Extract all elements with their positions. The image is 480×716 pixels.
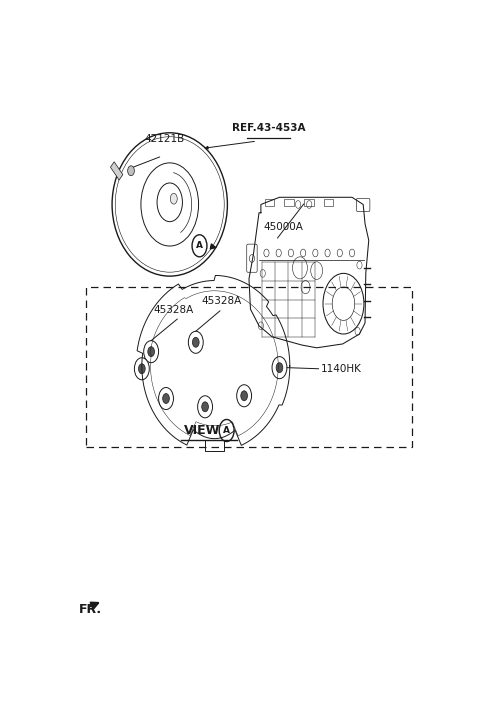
Circle shape (163, 394, 169, 404)
Text: 45000A: 45000A (263, 222, 303, 232)
Circle shape (237, 384, 252, 407)
Bar (324, 200, 334, 206)
Text: 1140HK: 1140HK (321, 364, 361, 374)
Circle shape (144, 341, 158, 363)
Bar (86, 287, 411, 447)
Circle shape (276, 363, 283, 372)
Circle shape (192, 235, 207, 257)
Text: VIEW: VIEW (184, 424, 220, 437)
Text: FR.: FR. (79, 603, 102, 616)
Ellipse shape (170, 193, 177, 204)
Text: 42121B: 42121B (144, 134, 184, 144)
Circle shape (148, 347, 155, 357)
Circle shape (188, 332, 203, 353)
Circle shape (139, 364, 145, 374)
Bar (285, 200, 294, 206)
Circle shape (241, 391, 248, 401)
Circle shape (128, 166, 134, 175)
Text: 45328A: 45328A (202, 296, 242, 306)
Text: REF.43-453A: REF.43-453A (231, 122, 305, 132)
Circle shape (158, 387, 173, 410)
Circle shape (272, 357, 287, 379)
Text: A: A (196, 241, 203, 251)
Circle shape (198, 396, 213, 418)
Bar (110, 162, 123, 180)
Circle shape (202, 402, 208, 412)
Circle shape (134, 358, 149, 379)
Circle shape (192, 337, 199, 347)
Text: 45328A: 45328A (153, 305, 193, 315)
Text: A: A (223, 426, 230, 435)
Bar (264, 200, 274, 206)
Bar (304, 200, 313, 206)
